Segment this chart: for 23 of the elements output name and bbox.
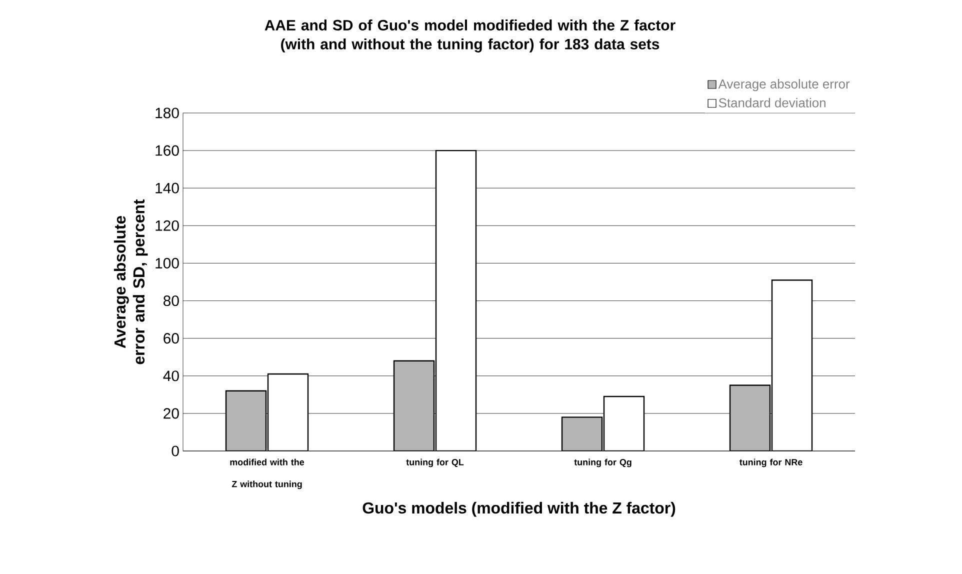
bar xyxy=(393,360,435,451)
y-tick-label: 0 xyxy=(172,446,179,456)
y-tick-label: 120 xyxy=(156,220,179,231)
y-tick-label: 140 xyxy=(156,182,179,194)
y-tick-label: 180 xyxy=(156,108,179,118)
chart-title: AAE and SD of Guo's model modifieded with the Z factor (with and without the tuning factor) for 183 data sets xyxy=(264,20,676,52)
x-axis-title: Guo's models (modified with the Z factor) xyxy=(362,502,676,517)
category-label: modified with the Z without tuning xyxy=(230,458,304,490)
bar xyxy=(729,384,771,451)
legend-label: Average absolute error xyxy=(718,79,850,92)
text: Standard deviation xyxy=(718,98,826,108)
x-tick-label: tuning for QL xyxy=(406,458,464,468)
y-tick-label: 100 xyxy=(156,258,179,268)
bar xyxy=(225,390,267,451)
y-axis-title: Average absolute error and SD, percent xyxy=(114,199,148,364)
y-tick-label: 40 xyxy=(163,370,179,382)
y-tick-label: 20 xyxy=(164,408,179,419)
x-tick-label: tuning for NRe xyxy=(739,458,802,468)
x-tick-label: tuning for Qg xyxy=(574,458,632,468)
y-tick-label: 80 xyxy=(164,295,179,306)
y-tick-label: 60 xyxy=(164,333,179,344)
y-tick-label: 160 xyxy=(156,145,179,156)
bar xyxy=(561,416,603,451)
